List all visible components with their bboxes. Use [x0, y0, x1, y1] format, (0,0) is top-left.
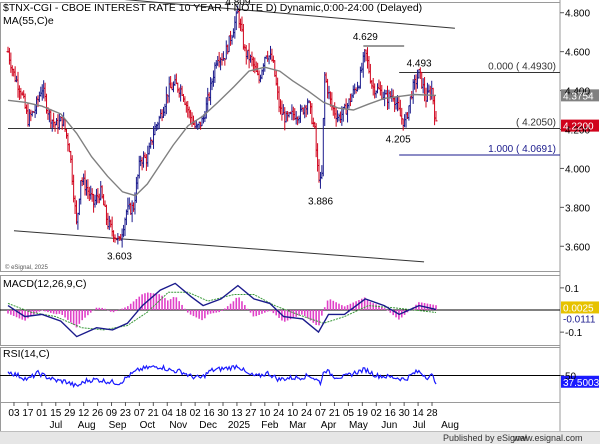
price-y-tick-label: 4.200	[565, 126, 590, 137]
macd-line	[7, 282, 437, 338]
date-tick-label: 24	[273, 408, 285, 419]
level-label: 1.000 ( 4.0691)	[488, 144, 556, 155]
date-tick-label: 30	[217, 408, 229, 419]
month-label: Apr	[321, 420, 337, 431]
month-label: Sep	[109, 420, 127, 431]
date-tick-label: 17	[22, 408, 34, 419]
month-label: Mar	[289, 420, 307, 431]
date-tick-label: 26	[92, 408, 104, 419]
price-y-tick-label: 4.800	[565, 9, 590, 20]
month-label: 2025	[228, 420, 251, 431]
date-tick-label: 02	[190, 408, 202, 419]
macd-y-tick-label: 0.1	[565, 284, 579, 295]
ma-indicator-label: MA(55,C)e	[3, 15, 54, 27]
month-label: Jul	[49, 420, 62, 431]
rsi-value-box-bg	[561, 375, 599, 388]
trend-line	[13, 230, 425, 263]
price-annotation: 3.886	[308, 197, 333, 208]
price-annotation: 4.205	[386, 135, 411, 146]
date-tick-label: 19	[357, 408, 369, 419]
rsi-line	[7, 364, 437, 389]
rsi-y-tick-label: 50	[565, 372, 577, 383]
trend-line	[124, 0, 455, 29]
price-annotation: 3.603	[107, 252, 132, 263]
date-tick-label: 07	[134, 408, 146, 419]
date-tick-label: 01	[36, 408, 48, 419]
date-tick-label: 12	[78, 408, 90, 419]
date-tick-label: 02	[371, 408, 383, 419]
month-label: Jul	[413, 420, 426, 431]
date-tick-label: 28	[426, 408, 438, 419]
month-label: Oct	[140, 420, 156, 431]
month-label: Feb	[261, 420, 279, 431]
level-label: ( 4.2050)	[516, 118, 556, 129]
macd-value-box: 0.0025	[563, 303, 594, 314]
date-tick-label: 29	[64, 408, 76, 419]
footer-publisher: Published by eSignal	[443, 433, 528, 443]
last-price-box-bg	[561, 119, 599, 132]
price-y-tick-label: 4.000	[565, 164, 590, 175]
month-label: Jun	[381, 420, 397, 431]
month-label: May	[349, 420, 368, 431]
date-tick-label: 23	[120, 408, 132, 419]
price-annotation: 4.493	[407, 58, 432, 69]
footer-bar: Published by eSignal www.esignal.com	[0, 431, 600, 444]
ohlc-bar	[434, 111, 438, 122]
macd-value-box-bg	[561, 301, 599, 314]
macd-signal-value: -0.0111	[563, 314, 596, 325]
date-tick-label: 13	[231, 408, 243, 419]
ma-value-box-bg	[561, 89, 599, 102]
moving-average-line	[7, 66, 437, 197]
date-tick-label: 03	[8, 408, 20, 419]
date-tick-label: 05	[343, 408, 355, 419]
price-y-tick-label: 3.800	[565, 203, 590, 214]
price-y-tick-label: 3.600	[565, 242, 590, 253]
month-label: Dec	[199, 420, 217, 431]
date-tick-label: 10	[287, 408, 299, 419]
date-tick-label: 21	[329, 408, 341, 419]
rsi-value-box: 37.5003	[563, 378, 600, 389]
date-tick-label: 14	[413, 408, 425, 419]
price-y-tick-label: 4.600	[565, 48, 590, 59]
chart-title: $TNX-CGI - CBOE INTEREST RATE 10 YEAR T …	[3, 2, 422, 14]
date-tick-label: 07	[315, 408, 327, 419]
date-tick-label: 30	[399, 408, 411, 419]
macd-panel-label: MACD(12,26,9,C)	[3, 278, 86, 290]
date-tick-label: 18	[176, 408, 188, 419]
date-tick-label: 10	[259, 408, 271, 419]
rsi-panel-label: RSI(14,C)	[3, 348, 50, 360]
date-tick-label: 15	[50, 408, 62, 419]
watermark-text: © eSignal, 2025	[5, 264, 48, 271]
date-tick-label: 16	[203, 408, 215, 419]
date-tick-label: 16	[385, 408, 397, 419]
month-label: Aug	[441, 420, 459, 431]
price-annotation: 4.629	[353, 32, 378, 43]
price-annotation: 4.809	[225, 0, 250, 8]
date-tick-label: 24	[301, 408, 313, 419]
date-tick-label: 09	[106, 408, 118, 419]
date-tick-label: 27	[245, 408, 257, 419]
month-label: Aug	[78, 420, 96, 431]
footer-website[interactable]: www.esignal.com	[513, 433, 583, 443]
macd-y-tick-label: -0.1	[565, 328, 583, 339]
last-price-box: 4.2200	[563, 122, 594, 133]
ma-value-box: 4.3754	[563, 91, 594, 102]
month-label: Nov	[169, 420, 187, 431]
price-y-tick-label: 4.400	[565, 87, 590, 98]
macd-signal-line	[7, 291, 437, 331]
level-label: 0.000 ( 4.4930)	[488, 61, 556, 72]
date-tick-label: 21	[148, 408, 160, 419]
date-tick-label: 04	[162, 408, 174, 419]
